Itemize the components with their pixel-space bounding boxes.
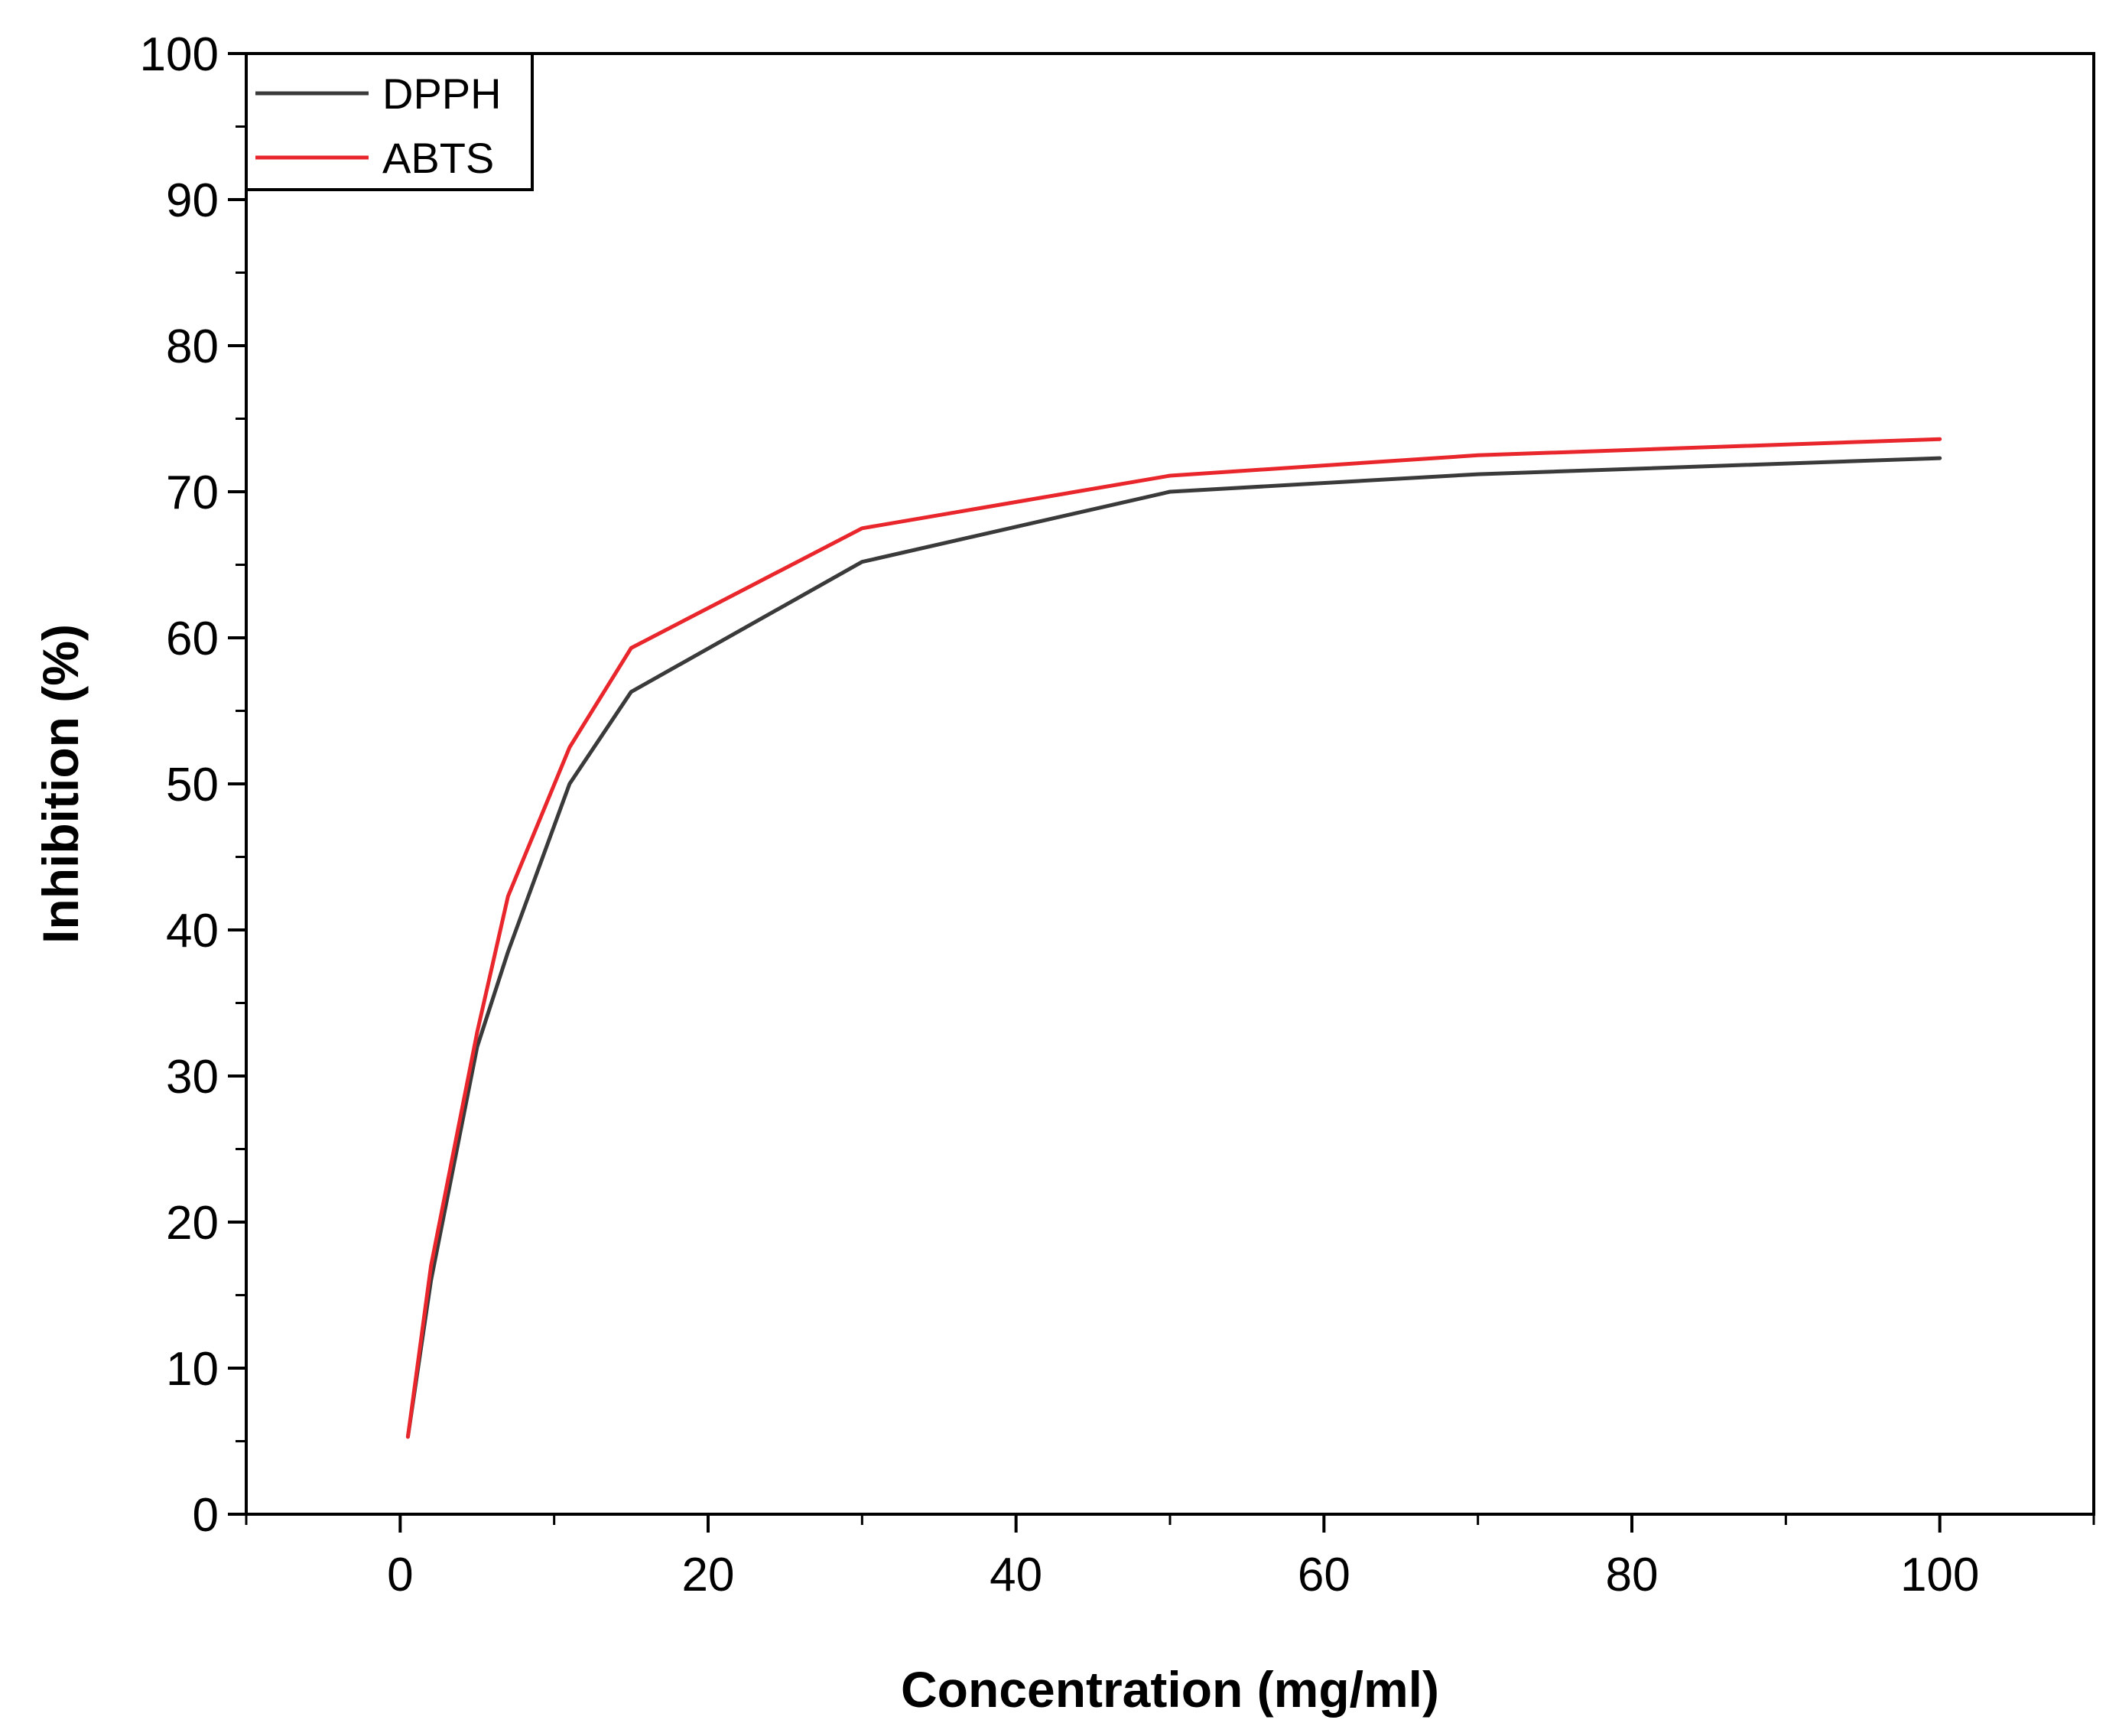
y-tick-label: 80 <box>166 320 219 373</box>
y-tick-labels: 0 10 20 30 40 50 60 70 80 90 100 <box>140 28 219 1542</box>
x-tick-label: 100 <box>1900 1549 1979 1601</box>
x-tick-labels: 0 20 40 60 80 100 <box>387 1549 1979 1601</box>
y-tick-label: 10 <box>166 1343 219 1396</box>
y-tick-label: 100 <box>140 28 219 81</box>
y-tick-label: 70 <box>166 467 219 519</box>
major-ticks <box>228 52 1942 1533</box>
y-tick-label: 20 <box>166 1197 219 1250</box>
y-tick-label: 40 <box>166 905 219 957</box>
x-tick-label: 40 <box>990 1549 1042 1601</box>
series-line-dpph <box>405 456 1942 1439</box>
legend-label-dpph: DPPH <box>382 70 502 118</box>
y-tick-label: 50 <box>166 759 219 811</box>
plot-area-frame <box>245 52 2095 1516</box>
y-axis-title: Inhibition (%) <box>32 624 89 944</box>
x-axis-title: Concentration (mg/ml) <box>901 1661 1439 1718</box>
x-tick-label: 20 <box>682 1549 735 1601</box>
y-tick-label: 90 <box>166 174 219 227</box>
series-line-abts <box>405 437 1942 1439</box>
y-tick-label: 0 <box>193 1489 219 1542</box>
series-lines <box>405 437 1942 1439</box>
x-tick-label: 80 <box>1606 1549 1659 1601</box>
legend-box <box>245 52 534 191</box>
legend: DPPH ABTS <box>245 52 534 191</box>
y-tick-label: 30 <box>166 1051 219 1104</box>
x-tick-label: 0 <box>387 1549 413 1601</box>
y-tick-label: 60 <box>166 613 219 665</box>
minor-ticks <box>236 125 2095 1525</box>
x-tick-label: 60 <box>1298 1549 1350 1601</box>
legend-label-abts: ABTS <box>382 134 494 182</box>
